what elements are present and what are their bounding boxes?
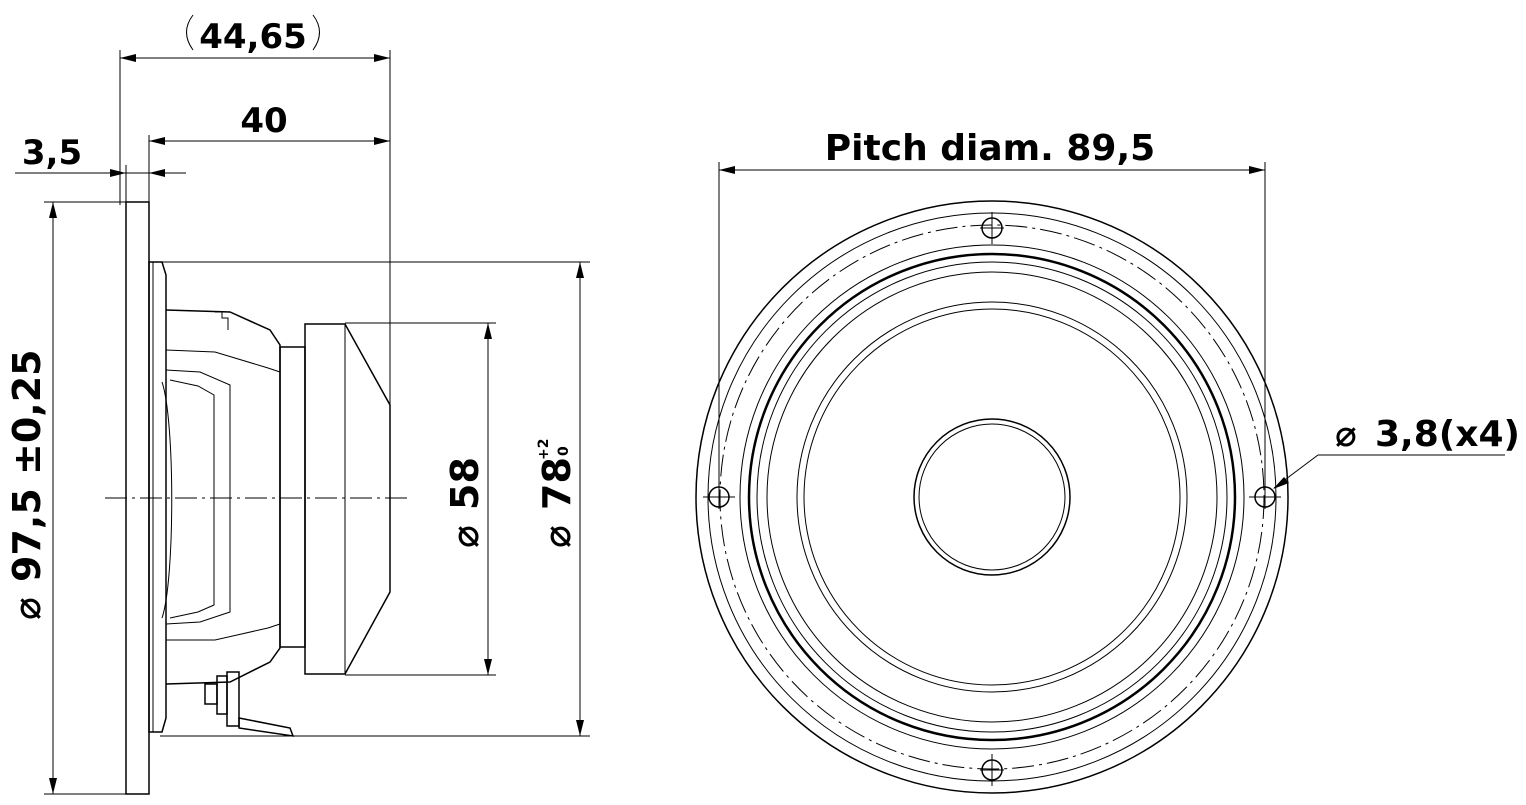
top-plate (279, 346, 306, 648)
pitch-circle (719, 224, 1265, 770)
mounting-hole-left (703, 485, 735, 509)
terminal (204, 671, 295, 737)
outer-diameter-symbol: ⌀ (5, 597, 49, 620)
flange-inner (707, 212, 1277, 782)
mounting-hole-bottom (980, 754, 1004, 786)
paren-right (312, 14, 320, 51)
side-view (105, 201, 408, 795)
cone-edge (803, 308, 1181, 686)
flange-thickness-label: 3,5 (22, 133, 82, 173)
hole-diameter-symbol: ⌀ (1335, 414, 1357, 455)
hole-diameter-label: 3,8(x4) (1375, 414, 1520, 455)
magnet-diameter-group: ⌀ 58 (443, 457, 487, 548)
surround-outer (747, 252, 1237, 742)
cutout-diameter-group: ⌀ 78 +2 0 (535, 439, 579, 548)
mounting-hole-top (980, 212, 1004, 244)
overall-depth-label: 44,65 (199, 17, 307, 57)
cutout-diameter-symbol: ⌀ (535, 525, 579, 548)
pitch-diameter-label: Pitch diam. 89,5 (825, 128, 1155, 169)
basket-rim (148, 261, 167, 733)
flange-outer (695, 200, 1289, 794)
dust-cap-outer (913, 418, 1071, 576)
side-dimensions (15, 50, 590, 795)
mounting-hole-right (1249, 485, 1281, 509)
cutout-tol-upper: +2 (536, 439, 552, 460)
outer-diameter-label: 97,5 ±0,25 (5, 349, 49, 582)
magnet-diameter-label: 58 (443, 457, 487, 510)
front-dimensions (718, 162, 1505, 489)
front-view (695, 200, 1289, 794)
depth-label: 40 (240, 101, 287, 141)
paren-left (186, 14, 194, 51)
magnet (304, 323, 391, 675)
outer-diameter-group: ⌀ 97,5 ±0,25 (5, 349, 49, 620)
surround-inner (796, 301, 1188, 693)
cutout-tol-lower: 0 (556, 446, 572, 456)
cutout-diameter-label: 78 (535, 457, 579, 510)
dust-cap-inner (918, 423, 1066, 571)
magnet-diameter-symbol: ⌀ (443, 525, 487, 548)
